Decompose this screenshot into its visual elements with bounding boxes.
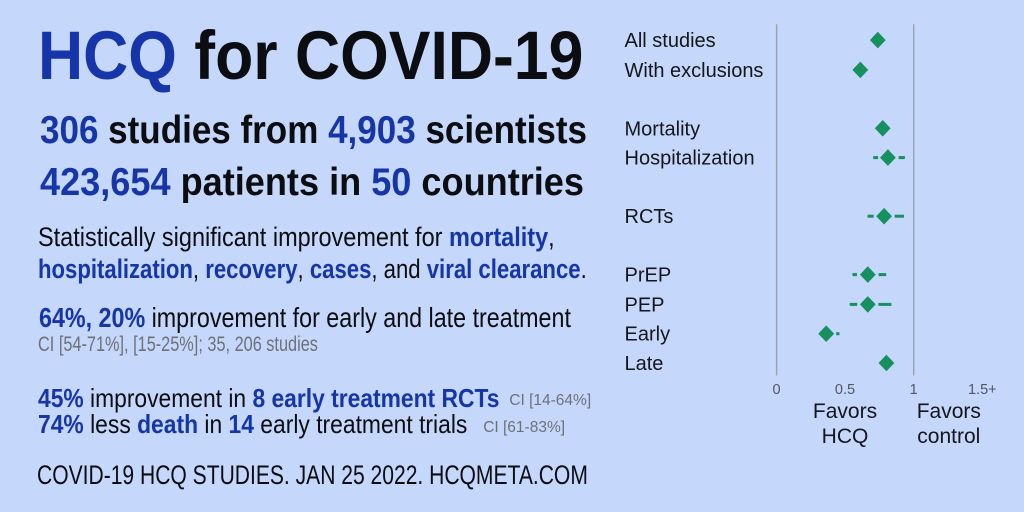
- svg-text:control: control: [917, 425, 980, 448]
- svg-text:1.5+: 1.5+: [968, 382, 997, 398]
- svg-text:Favors: Favors: [917, 400, 981, 423]
- svg-text:Favors: Favors: [813, 400, 877, 423]
- svg-text:Late: Late: [625, 353, 664, 375]
- svg-text:PrEP: PrEP: [625, 265, 672, 287]
- svg-text:Mortality: Mortality: [625, 118, 701, 140]
- svg-text:PEP: PEP: [625, 294, 665, 316]
- svg-text:RCTs: RCTs: [625, 206, 674, 228]
- svg-text:All studies: All studies: [625, 30, 716, 52]
- svg-text:0.5: 0.5: [835, 382, 855, 398]
- svg-text:HCQ: HCQ: [822, 425, 869, 448]
- svg-text:With exclusions: With exclusions: [625, 60, 764, 82]
- svg-text:1: 1: [910, 382, 918, 398]
- svg-text:Early: Early: [625, 324, 671, 346]
- svg-text:Hospitalization: Hospitalization: [625, 148, 755, 170]
- svg-text:0: 0: [773, 382, 781, 398]
